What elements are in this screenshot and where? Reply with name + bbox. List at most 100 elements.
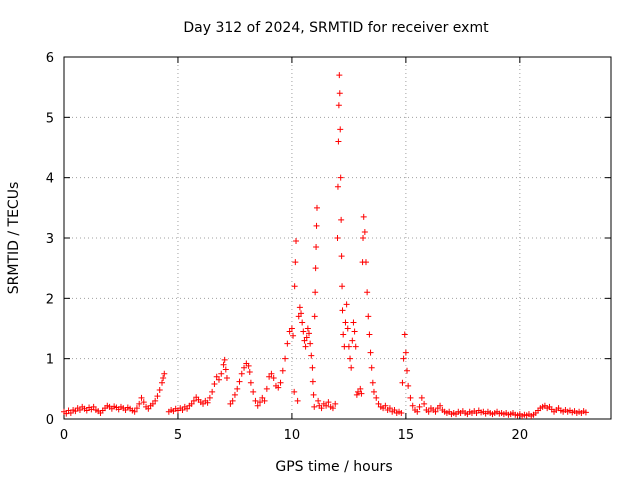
- data-point: [204, 399, 211, 406]
- y-tick-label: 5: [46, 111, 54, 126]
- data-point: [223, 374, 230, 381]
- data-point: [301, 337, 308, 344]
- data-point: [293, 238, 300, 245]
- data-point: [425, 408, 432, 415]
- data-point: [343, 301, 350, 308]
- chart-title: Day 312 of 2024, SRMTID for receiver exm…: [183, 20, 489, 36]
- data-point: [335, 102, 342, 109]
- data-point: [131, 408, 138, 415]
- data-point: [145, 405, 152, 412]
- data-point: [357, 385, 364, 392]
- data-point: [313, 222, 320, 229]
- data-point: [245, 362, 252, 369]
- data-point: [337, 126, 344, 133]
- data-point: [313, 244, 320, 251]
- data-point: [366, 331, 373, 338]
- data-point: [304, 325, 311, 332]
- data-point: [179, 406, 186, 413]
- data-point: [294, 397, 301, 404]
- data-point: [246, 368, 253, 375]
- data-point: [339, 307, 346, 314]
- data-point: [311, 403, 318, 410]
- data-point: [299, 319, 306, 326]
- data-point: [416, 403, 423, 410]
- data-point: [400, 355, 407, 362]
- data-point: [156, 387, 163, 394]
- data-point: [149, 400, 156, 407]
- data-point: [250, 388, 257, 395]
- data-point: [437, 402, 444, 409]
- data-point: [421, 400, 428, 407]
- data-point: [334, 183, 341, 190]
- data-point: [138, 394, 145, 401]
- data-point: [160, 374, 167, 381]
- data-point: [303, 334, 310, 341]
- data-point: [334, 235, 341, 241]
- data-point: [188, 400, 195, 407]
- data-point: [257, 399, 264, 406]
- y-tick-label: 4: [46, 172, 54, 187]
- data-point: [279, 367, 286, 374]
- data-point: [152, 397, 159, 404]
- data-point: [284, 340, 291, 347]
- data-point: [361, 228, 368, 235]
- data-point: [391, 406, 398, 413]
- data-point: [345, 343, 352, 350]
- data-point: [275, 384, 282, 391]
- data-point: [159, 379, 166, 386]
- x-axis-title: GPS time / hours: [275, 459, 392, 475]
- data-point: [247, 379, 254, 386]
- data-point: [290, 332, 297, 339]
- data-point: [399, 379, 406, 386]
- y-tick-label: 3: [46, 232, 54, 247]
- data-point: [340, 331, 347, 338]
- data-point: [288, 325, 295, 332]
- data-point: [348, 364, 355, 371]
- y-tick-label: 2: [46, 292, 54, 307]
- data-point: [83, 407, 90, 414]
- x-tick-label: 0: [60, 428, 68, 443]
- data-point: [309, 378, 316, 385]
- data-point: [355, 388, 362, 395]
- data-point: [362, 259, 369, 266]
- x-tick-label: 10: [284, 428, 301, 443]
- data-point: [90, 403, 97, 410]
- data-point: [67, 409, 74, 416]
- data-point: [154, 393, 161, 400]
- data-point: [360, 235, 367, 241]
- data-point: [308, 352, 315, 359]
- data-point: [222, 366, 229, 373]
- data-point: [236, 378, 243, 385]
- data-point: [367, 349, 374, 356]
- data-point: [296, 304, 303, 311]
- y-axis-title: SRMTID / TECUs: [6, 182, 22, 295]
- data-point: [292, 259, 299, 266]
- data-point: [404, 367, 411, 374]
- data-point: [161, 370, 168, 377]
- data-point: [342, 319, 349, 326]
- data-point: [398, 409, 405, 416]
- data-point: [401, 331, 408, 338]
- y-tick-label: 6: [46, 51, 54, 66]
- data-point: [382, 402, 389, 409]
- data-point: [306, 330, 313, 337]
- data-point: [329, 405, 336, 412]
- data-point: [218, 370, 225, 377]
- data-point: [286, 328, 293, 335]
- data-point: [332, 400, 339, 407]
- data-point: [310, 391, 317, 398]
- data-point: [312, 265, 319, 272]
- data-point: [140, 399, 147, 406]
- data-point: [402, 349, 409, 356]
- data-point: [268, 370, 275, 377]
- data-point: [254, 402, 261, 409]
- data-point: [72, 408, 79, 415]
- data-point: [221, 356, 228, 363]
- axis-ticks: 0 5 10 15 20 0 1 2 3 4 5 6: [46, 51, 611, 443]
- data-point: [259, 394, 266, 401]
- data-point: [184, 405, 191, 412]
- data-point: [133, 405, 140, 412]
- data-point: [338, 253, 345, 260]
- data-point: [234, 385, 241, 392]
